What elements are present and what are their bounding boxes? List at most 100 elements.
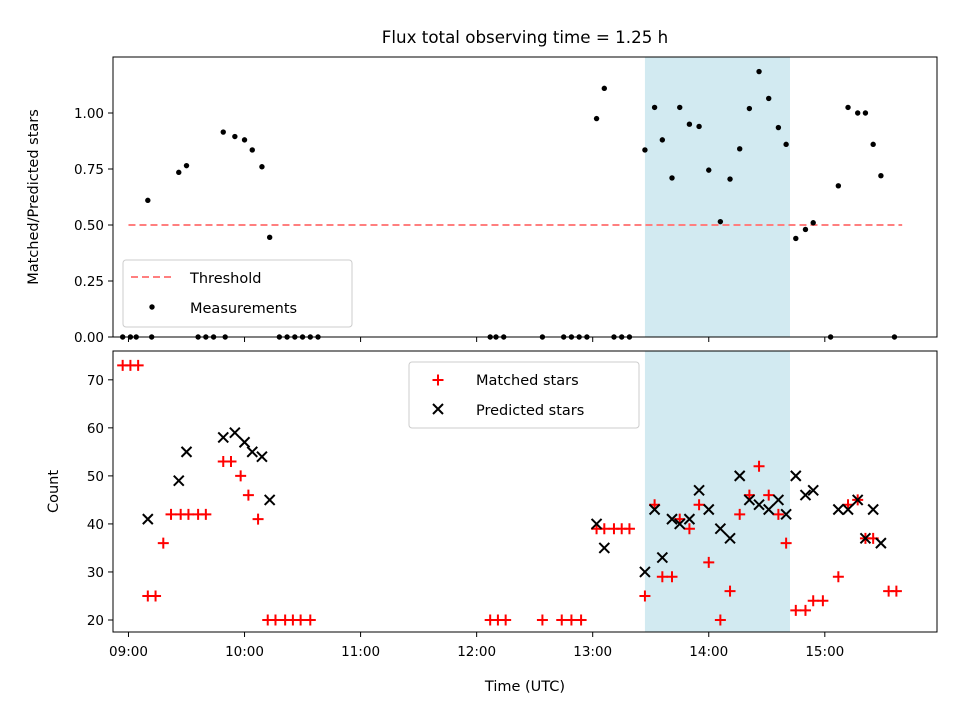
data-point-matched	[790, 604, 802, 616]
y-tick-label: 0.75	[74, 162, 104, 178]
data-point-measurement	[266, 234, 273, 241]
data-point-measurement	[642, 147, 648, 153]
data-point-matched	[807, 595, 819, 607]
data-point-predicted	[790, 470, 802, 482]
y-tick-label: 0.50	[74, 218, 104, 234]
data-point-predicted	[263, 494, 276, 506]
axes-frame	[112, 56, 938, 338]
data-point-measurement	[878, 173, 884, 179]
data-points	[117, 359, 902, 626]
data-point-matched	[832, 571, 844, 583]
y-tick-label: 30	[87, 565, 104, 581]
data-point-measurement	[696, 123, 702, 130]
x-tick-label: 14:00	[689, 644, 728, 660]
data-point-matched	[252, 513, 264, 525]
data-point-predicted	[666, 513, 678, 525]
data-point-matched	[575, 614, 587, 626]
data-point-matched	[556, 614, 568, 626]
data-point-measurement	[232, 133, 238, 140]
legend-predicted-swatch	[432, 403, 444, 415]
data-point-measurement	[870, 141, 876, 148]
data-point-matched	[165, 508, 177, 520]
data-point-matched	[225, 455, 237, 467]
data-point-matched	[295, 614, 307, 626]
data-point-measurement	[601, 85, 608, 92]
data-point-predicted	[173, 474, 185, 487]
data-point-predicted	[842, 503, 854, 516]
x-axis-label: Time (UTC)	[484, 679, 565, 695]
data-point-matched	[150, 590, 162, 602]
chart-title: Flux total observing time = 1.25 h	[382, 27, 668, 47]
data-point-measurement	[766, 95, 772, 102]
data-point-measurement	[810, 220, 816, 226]
data-point-predicted	[590, 518, 603, 530]
data-point-predicted	[639, 566, 651, 578]
data-point-predicted	[724, 532, 736, 545]
data-point-measurement	[145, 197, 151, 204]
data-point-matched	[724, 585, 736, 597]
y-tick-label: 60	[87, 421, 104, 437]
data-point-matched	[714, 614, 726, 626]
data-point-measurement	[176, 169, 182, 176]
x-tick-label: 15:00	[805, 644, 844, 660]
data-point-measurement	[737, 146, 743, 152]
data-point-predicted	[733, 470, 746, 482]
data-point-matched	[157, 537, 169, 549]
data-point-measurement	[717, 218, 724, 225]
data-point-measurement	[183, 162, 190, 169]
data-point-predicted	[598, 542, 611, 554]
y-axis-label: Count	[46, 470, 62, 513]
data-point-matched	[683, 523, 695, 535]
data-point-predicted	[180, 446, 193, 458]
data-point-matched	[623, 523, 635, 535]
data-point-measurement	[845, 104, 851, 111]
data-point-predicted	[229, 426, 241, 439]
legend-box	[122, 259, 353, 328]
legend: Threshold Measurements	[122, 259, 353, 328]
data-point-matched	[817, 595, 829, 607]
data-point-measurement	[746, 105, 753, 112]
y-tick-label: 0.00	[74, 330, 104, 346]
top-panel: 0.00 0.25 0.50 0.75 1.00 Matched/Predicted st…	[26, 56, 938, 346]
data-point-predicted	[875, 537, 887, 549]
axes-frame	[112, 350, 938, 633]
data-point-measurement	[756, 68, 762, 75]
highlight-band	[644, 351, 790, 632]
data-point-measurement	[686, 121, 693, 127]
data-point-predicted	[674, 518, 686, 530]
data-point-predicted	[753, 499, 765, 511]
data-point-predicted	[743, 494, 756, 506]
y-tick-label: 50	[87, 469, 104, 485]
data-point-matched	[763, 489, 775, 501]
data-point-matched	[780, 537, 792, 549]
y-tick-label: 0.25	[74, 274, 104, 290]
data-point-measurement	[677, 104, 683, 111]
data-point-predicted	[693, 484, 705, 497]
legend: Matched stars Predicted stars	[408, 361, 640, 429]
data-point-matched	[734, 508, 746, 520]
data-point-predicted	[648, 503, 661, 516]
bottom-panel: 20 30 40 50 60 70 09:00 10:00 11:00 12:00 13:00 14:…	[46, 350, 938, 695]
y-tick-label: 1.00	[74, 106, 104, 122]
data-point-measurement	[593, 115, 600, 122]
data-point-matched	[799, 604, 811, 616]
data-point-predicted	[217, 431, 229, 444]
data-point-predicted	[683, 513, 696, 525]
data-point-measurement	[659, 137, 666, 143]
data-point-matched	[132, 359, 144, 371]
legend-matched-label: Matched stars	[476, 373, 579, 389]
data-point-predicted	[851, 494, 864, 506]
data-point-measurement	[835, 183, 842, 189]
data-point-matched	[304, 614, 316, 626]
data-point-predicted	[867, 503, 879, 516]
data-point-matched	[666, 571, 678, 583]
x-tick-label: 13:00	[573, 644, 612, 660]
data-point-matched	[242, 489, 254, 501]
data-point-measurement	[802, 226, 809, 233]
data-point-predicted	[246, 446, 258, 458]
legend-measurements-label: Measurements	[190, 301, 297, 317]
data-point-matched	[639, 590, 651, 602]
data-point-measurement	[775, 124, 782, 131]
data-point-measurement	[651, 104, 658, 111]
